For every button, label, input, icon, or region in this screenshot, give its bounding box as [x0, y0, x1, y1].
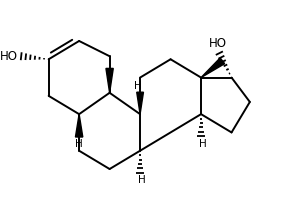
Polygon shape	[76, 114, 83, 137]
Text: H: H	[138, 175, 146, 185]
Text: H: H	[199, 139, 206, 148]
Polygon shape	[137, 92, 143, 114]
Text: H: H	[134, 81, 142, 91]
Text: HO: HO	[209, 37, 227, 50]
Polygon shape	[201, 58, 225, 77]
Text: H: H	[75, 139, 83, 150]
Text: HO: HO	[0, 50, 17, 63]
Polygon shape	[106, 68, 113, 93]
